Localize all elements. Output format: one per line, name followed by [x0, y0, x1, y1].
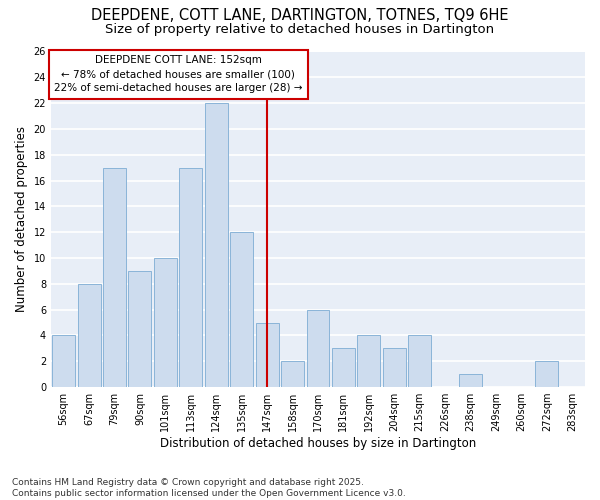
Bar: [459, 374, 482, 387]
Bar: [154, 258, 177, 387]
Bar: [358, 336, 380, 387]
Text: DEEPDENE, COTT LANE, DARTINGTON, TOTNES, TQ9 6HE: DEEPDENE, COTT LANE, DARTINGTON, TOTNES,…: [91, 8, 509, 22]
Text: Contains HM Land Registry data © Crown copyright and database right 2025.
Contai: Contains HM Land Registry data © Crown c…: [12, 478, 406, 498]
Bar: [77, 284, 101, 387]
Bar: [281, 362, 304, 387]
X-axis label: Distribution of detached houses by size in Dartington: Distribution of detached houses by size …: [160, 437, 476, 450]
Text: Size of property relative to detached houses in Dartington: Size of property relative to detached ho…: [106, 22, 494, 36]
Bar: [256, 322, 278, 387]
Bar: [535, 362, 558, 387]
Bar: [128, 271, 151, 387]
Bar: [332, 348, 355, 387]
Bar: [383, 348, 406, 387]
Bar: [230, 232, 253, 387]
Text: DEEPDENE COTT LANE: 152sqm
← 78% of detached houses are smaller (100)
22% of sem: DEEPDENE COTT LANE: 152sqm ← 78% of deta…: [54, 56, 302, 94]
Bar: [205, 103, 227, 387]
Bar: [103, 168, 126, 387]
Bar: [408, 336, 431, 387]
Bar: [307, 310, 329, 387]
Bar: [52, 336, 75, 387]
Bar: [179, 168, 202, 387]
Y-axis label: Number of detached properties: Number of detached properties: [15, 126, 28, 312]
